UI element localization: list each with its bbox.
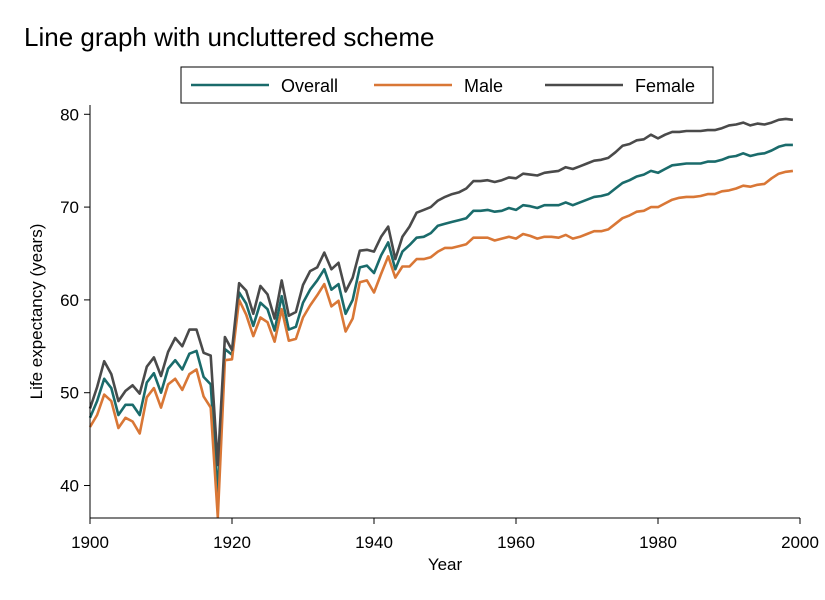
x-tick-label: 1940 [355,533,393,552]
y-axis-title: Life expectancy (years) [27,224,46,400]
x-tick-label: 1900 [71,533,109,552]
x-ticks: 1900 1920 1940 1960 1980 2000 [71,518,819,552]
series-line-female [88,117,794,467]
y-ticks: 40 50 60 70 80 [60,105,90,496]
legend-label-overall: Overall [281,76,338,96]
y-tick-label: 60 [60,291,79,310]
x-tick-label: 1980 [639,533,677,552]
x-tick-label: 1920 [213,533,251,552]
y-tick-label: 50 [60,384,79,403]
axes [89,105,800,519]
y-tick-label: 70 [60,198,79,217]
y-tick-label: 40 [60,477,79,496]
legend-label-male: Male [464,76,503,96]
chart-title: Line graph with uncluttered scheme [24,22,435,52]
legend-label-female: Female [635,76,695,96]
series-layer [88,117,794,519]
x-axis-title: Year [428,555,463,574]
y-tick-label: 80 [60,105,79,124]
legend: Overall Male Female [180,66,714,104]
x-tick-label: 2000 [781,533,819,552]
x-tick-label: 1960 [497,533,535,552]
series-line-male [88,169,794,519]
series-line-overall [88,143,793,496]
